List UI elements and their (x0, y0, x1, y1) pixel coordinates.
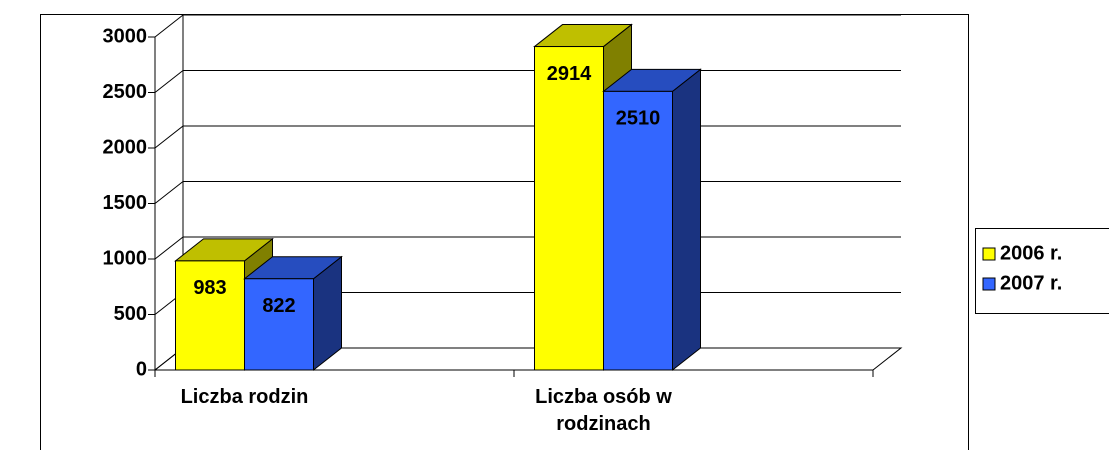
y-tick-label: 1000 (103, 247, 148, 269)
bar (603, 90, 673, 371)
x-tick-label: Liczba rodzin (180, 386, 309, 408)
grid-diag (154, 181, 184, 204)
legend-label: 2006 r. (1000, 242, 1062, 264)
legend-box (975, 228, 1109, 314)
legend-swatch (982, 277, 996, 291)
value-label: 2914 (547, 63, 592, 85)
y-tick-label: 2000 (103, 136, 148, 158)
x-tick-label: Liczba osób w rodzinach (535, 386, 672, 435)
grid-diag (154, 14, 184, 38)
bar (534, 46, 604, 371)
grid-diag (154, 125, 184, 149)
bar (244, 278, 314, 371)
grid-diag (154, 70, 184, 93)
value-label: 822 (262, 295, 295, 317)
y-tick-label: 500 (114, 303, 147, 325)
legend-label: 2007 r. (1000, 272, 1062, 294)
value-label: 2510 (616, 108, 661, 130)
y-tick-label: 0 (136, 358, 147, 380)
grid-diag (154, 236, 184, 260)
value-label: 983 (193, 277, 226, 299)
bar (175, 260, 245, 371)
legend-swatch (982, 247, 996, 261)
y-tick-label: 2500 (103, 81, 148, 103)
y-tick-label: 1500 (103, 192, 148, 214)
bar-side (672, 68, 701, 372)
y-tick-label: 3000 (103, 25, 148, 47)
